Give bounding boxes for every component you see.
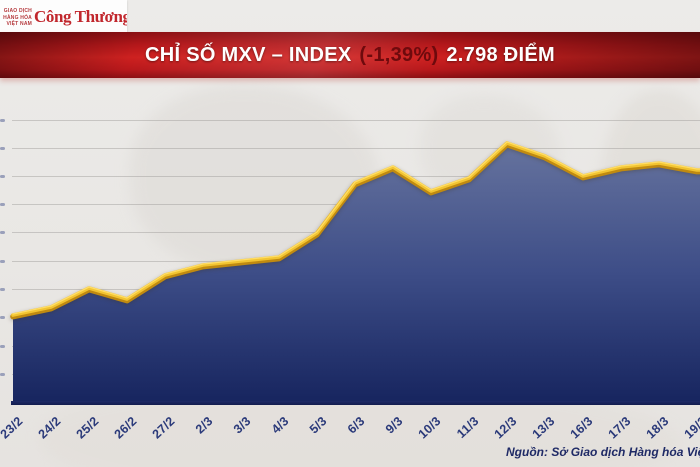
cong-thuong-logo: GIAO DỊCH HÀNG HÓA VIỆT NAM Công Thương	[0, 0, 127, 36]
title-latest-value: 2.798 ĐIỂM	[446, 43, 555, 66]
gridline	[12, 176, 700, 177]
index-area-fill	[13, 143, 700, 405]
y-axis-tick	[0, 288, 5, 291]
y-axis-tick	[0, 231, 5, 234]
y-axis-tick	[0, 373, 5, 376]
emblem-line: VIỆT NAM	[6, 21, 32, 27]
logo-brand-text: Công Thương	[34, 7, 127, 26]
y-axis-tick	[0, 147, 5, 150]
y-axis-tick	[0, 345, 5, 348]
mxv-emblem-text: GIAO DỊCH HÀNG HÓA VIỆT NAM	[0, 8, 32, 28]
x-axis-label: 23/2	[0, 414, 26, 442]
index-line	[11, 141, 700, 317]
x-axis-baseline	[11, 401, 700, 405]
title-change-percent: (-1,39%)	[359, 43, 439, 66]
y-axis-tick	[0, 175, 5, 178]
emblem-line: HÀNG HÓA	[3, 14, 32, 21]
index-area-chart	[10, 141, 700, 405]
emblem-line: GIAO DỊCH	[3, 8, 32, 14]
gridline	[12, 148, 700, 149]
title-banner: CHỈ SỐ MXV – INDEX (-1,39%) 2.798 ĐIỂM	[0, 32, 700, 78]
title-main: CHỈ SỐ MXV – INDEX	[145, 43, 352, 66]
y-axis-tick	[0, 260, 5, 263]
x-axis-label: 19/3	[681, 414, 700, 442]
source-note: Nguồn: Sở Giao dịch Hàng hóa Việt Nam	[506, 445, 700, 459]
y-axis-tick	[0, 203, 5, 206]
y-axis-tick	[0, 316, 5, 319]
chart-title: CHỈ SỐ MXV – INDEX (-1,39%) 2.798 ĐIỂM	[145, 44, 555, 67]
gridline	[12, 120, 700, 121]
index-line-highlight	[12, 141, 700, 315]
y-axis-tick	[0, 119, 5, 122]
